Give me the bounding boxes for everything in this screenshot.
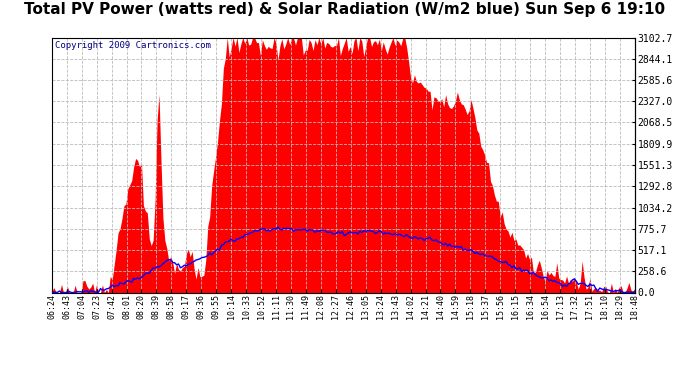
Text: Total PV Power (watts red) & Solar Radiation (W/m2 blue) Sun Sep 6 19:10: Total PV Power (watts red) & Solar Radia… <box>24 2 666 17</box>
Text: Copyright 2009 Cartronics.com: Copyright 2009 Cartronics.com <box>55 41 210 50</box>
